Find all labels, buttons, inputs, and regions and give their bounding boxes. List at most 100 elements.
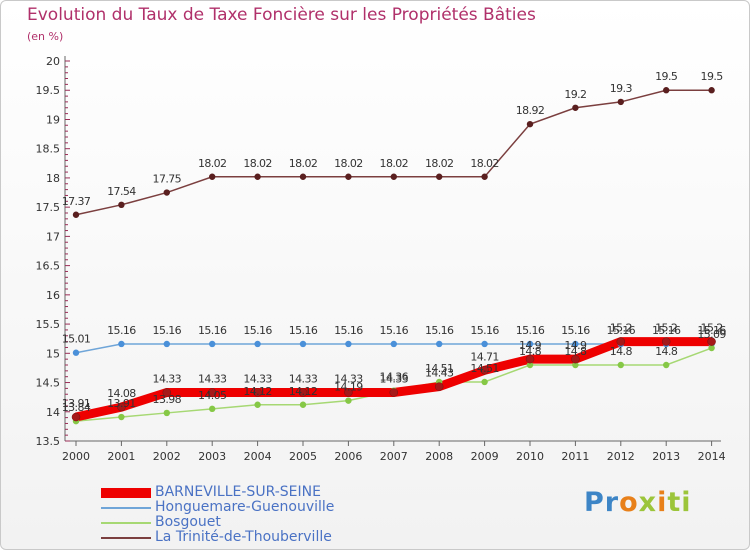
data-label: 15.16 (289, 324, 318, 337)
data-label: 14.36 (380, 371, 409, 384)
legend-label: BARNEVILLE-SUR-SEINE (155, 484, 321, 500)
legend-swatch (101, 537, 151, 539)
data-label: 14.8 (655, 345, 678, 358)
x-tick-label: 2009 (471, 450, 499, 463)
data-point (345, 340, 352, 348)
data-point (345, 173, 352, 180)
data-label: 14.19 (334, 381, 363, 394)
data-point (71, 412, 81, 422)
data-point (162, 388, 172, 397)
y-tick-label: 13.5 (36, 435, 61, 448)
data-point (436, 173, 443, 180)
data-label: 18.02 (198, 157, 227, 170)
data-label: 15.16 (697, 324, 726, 337)
data-label: 13.98 (153, 393, 182, 406)
data-label: 14.8 (519, 345, 542, 358)
data-point (663, 361, 670, 369)
x-tick-label: 2007 (380, 450, 408, 463)
data-label: 19.5 (701, 70, 724, 83)
data-point (117, 402, 126, 412)
data-label: 14.9 (564, 339, 587, 352)
y-tick-label: 16 (46, 289, 60, 302)
data-point (72, 349, 80, 356)
data-point (389, 388, 399, 397)
data-point (481, 173, 488, 180)
data-point (434, 382, 444, 391)
data-point (163, 340, 170, 348)
data-point (617, 361, 624, 369)
x-tick-label: 2001 (107, 450, 135, 463)
x-tick-label: 2005 (289, 450, 317, 463)
data-label: 15.16 (607, 324, 636, 337)
data-label: 14.51 (470, 362, 499, 375)
data-point (299, 401, 307, 408)
data-point (436, 340, 443, 348)
data-label: 15.16 (380, 324, 409, 337)
data-point (390, 173, 397, 180)
data-point (118, 201, 125, 209)
data-label: 15.2 (701, 322, 723, 335)
data-point (345, 397, 352, 404)
y-tick-label: 15 (46, 347, 60, 360)
data-point (481, 340, 488, 348)
data-label: 13.91 (107, 397, 136, 410)
data-label: 14.71 (470, 350, 499, 363)
y-tick-label: 14.5 (36, 377, 61, 390)
data-label: 14.08 (107, 387, 136, 400)
data-label: 19.3 (610, 82, 633, 95)
y-tick-label: 14 (46, 406, 60, 419)
data-label: 19.5 (655, 70, 678, 83)
series-line (75, 89, 712, 216)
data-point (209, 173, 216, 180)
x-tick-label: 2011 (561, 450, 589, 463)
y-tick-label: 18 (46, 172, 60, 185)
data-label: 15.16 (243, 324, 272, 337)
data-label: 15.16 (470, 324, 499, 337)
data-point (481, 378, 488, 386)
data-point (661, 337, 671, 346)
data-label: 14.33 (153, 372, 182, 385)
x-tick-label: 2004 (244, 450, 272, 463)
x-tick-label: 2000 (62, 450, 90, 463)
x-tick-label: 2010 (516, 450, 544, 463)
x-tick-label: 2012 (607, 450, 635, 463)
data-point (390, 340, 397, 348)
data-point (72, 211, 80, 218)
data-label: 14.05 (198, 389, 227, 402)
data-label: 17.54 (107, 185, 136, 198)
proxiti-logo: Proxiti (584, 487, 692, 518)
data-label: 15.16 (425, 324, 454, 337)
data-label: 14.43 (425, 367, 454, 380)
data-label: 15.2 (655, 322, 677, 335)
x-tick-label: 2006 (334, 450, 362, 463)
data-point (118, 413, 125, 421)
data-label: 15.16 (334, 324, 363, 337)
data-point (344, 388, 353, 397)
data-point (572, 104, 579, 111)
legend-label: Honguemare-Guenouville (155, 499, 335, 515)
data-point (298, 388, 308, 397)
data-label: 15.09 (697, 328, 726, 341)
data-label: 17.75 (153, 173, 182, 186)
data-point (526, 120, 534, 128)
data-point (708, 344, 715, 352)
data-point (525, 354, 535, 364)
data-point (299, 173, 307, 180)
legend-label: La Trinité-de-Thouberville (155, 529, 332, 545)
data-label: 18.02 (425, 157, 454, 170)
data-point (571, 354, 580, 364)
data-label: 18.92 (516, 104, 545, 117)
data-label: 15.16 (652, 324, 681, 337)
data-point (572, 340, 579, 348)
data-label: 14.33 (243, 372, 272, 385)
y-tick-label: 17 (46, 230, 60, 243)
data-label: 18.02 (334, 157, 363, 170)
data-label: 15.16 (153, 324, 182, 337)
data-label: 18.02 (470, 157, 499, 170)
x-tick-label: 2013 (652, 450, 680, 463)
data-point (617, 98, 624, 106)
legend-swatch (101, 507, 151, 509)
y-tick-label: 20 (46, 55, 60, 68)
data-label: 15.01 (62, 333, 91, 346)
